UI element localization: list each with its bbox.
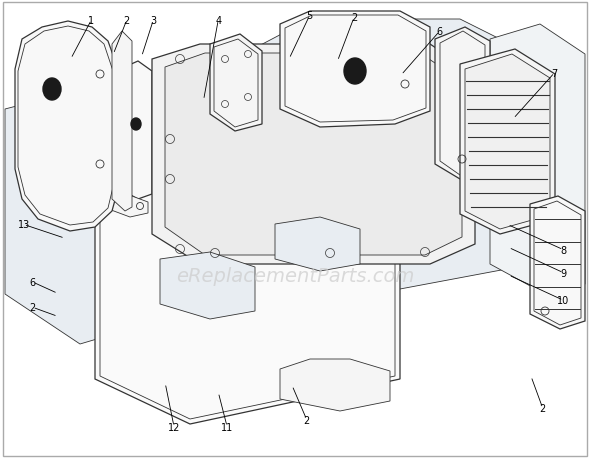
Text: 2: 2 — [124, 16, 130, 26]
Text: 6: 6 — [30, 277, 35, 287]
Text: 9: 9 — [560, 268, 566, 278]
Polygon shape — [280, 359, 390, 411]
Polygon shape — [530, 196, 585, 329]
Polygon shape — [5, 75, 215, 344]
Text: eReplacementParts.com: eReplacementParts.com — [176, 266, 414, 285]
Polygon shape — [465, 55, 550, 230]
Polygon shape — [210, 35, 262, 132]
Polygon shape — [280, 12, 430, 128]
Polygon shape — [275, 218, 360, 271]
Text: 4: 4 — [215, 16, 221, 26]
Ellipse shape — [43, 79, 61, 101]
Text: 2: 2 — [304, 415, 310, 425]
Text: 7: 7 — [552, 68, 558, 78]
Text: 3: 3 — [150, 16, 156, 26]
Text: 2: 2 — [30, 302, 35, 313]
Polygon shape — [95, 115, 400, 424]
Polygon shape — [460, 50, 555, 235]
Text: 2: 2 — [540, 403, 546, 414]
Text: 1: 1 — [88, 16, 94, 26]
Polygon shape — [490, 25, 585, 294]
Polygon shape — [160, 252, 255, 319]
Polygon shape — [435, 28, 490, 179]
Ellipse shape — [344, 59, 366, 85]
Polygon shape — [15, 22, 118, 231]
Polygon shape — [152, 45, 475, 264]
Text: 13: 13 — [18, 220, 30, 230]
Text: 10: 10 — [558, 296, 569, 306]
Text: 5: 5 — [307, 11, 313, 21]
Text: 2: 2 — [351, 13, 357, 23]
Polygon shape — [215, 20, 560, 304]
Polygon shape — [120, 62, 152, 200]
Text: 8: 8 — [560, 245, 566, 255]
Text: 11: 11 — [221, 422, 233, 432]
Polygon shape — [112, 32, 132, 212]
Ellipse shape — [131, 119, 141, 131]
Polygon shape — [95, 190, 148, 218]
Polygon shape — [165, 54, 462, 256]
Text: 12: 12 — [168, 422, 180, 432]
Polygon shape — [440, 70, 530, 92]
Text: 6: 6 — [437, 27, 442, 37]
